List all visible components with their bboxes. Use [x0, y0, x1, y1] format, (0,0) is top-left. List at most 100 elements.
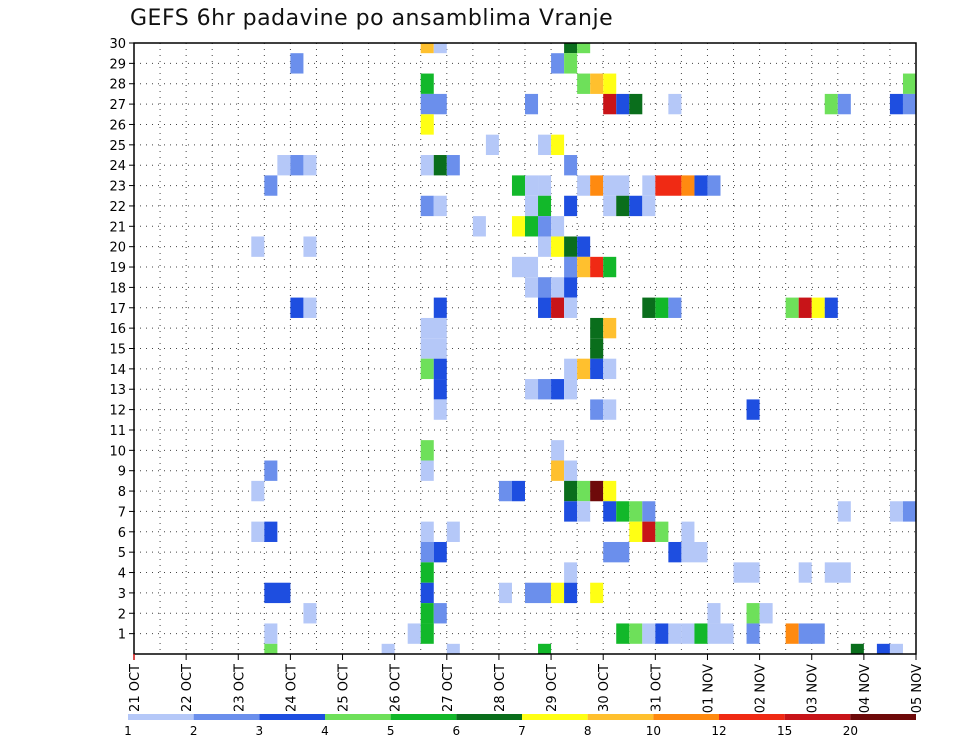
colorbar-swatch [522, 714, 588, 720]
precip-cell [629, 195, 643, 217]
precip-cell [551, 460, 565, 481]
y-tick-label: 20 [109, 241, 126, 256]
precip-cell [564, 53, 578, 74]
precip-cell [577, 480, 591, 502]
precip-cell [668, 541, 682, 563]
precip-cell [603, 175, 630, 196]
precip-cell [668, 93, 682, 115]
precip-cell [577, 73, 591, 94]
y-tick-label: 5 [118, 546, 126, 561]
precip-cell [420, 582, 434, 604]
precip-cell [603, 358, 617, 380]
y-tick-label: 11 [109, 424, 126, 439]
precip-cell [603, 480, 617, 502]
precip-cell [420, 317, 447, 339]
precip-cell [551, 236, 565, 257]
precip-cell [251, 480, 265, 502]
precip-cell [564, 460, 578, 481]
precip-cell [564, 155, 578, 176]
precip-cell [264, 175, 278, 196]
x-tick-label: 26 OCT [389, 664, 404, 712]
precip-cell [290, 53, 304, 74]
precip-cell [603, 195, 617, 217]
precip-cell [538, 134, 552, 156]
precip-cell [290, 155, 304, 176]
precip-cell [420, 93, 447, 115]
precip-cell [902, 73, 916, 94]
precip-cell [551, 440, 565, 461]
precip-cell [485, 134, 499, 156]
precip-cell [420, 562, 434, 583]
precip-cell [707, 175, 721, 196]
precip-cell [525, 93, 539, 115]
precip-cell [694, 175, 708, 196]
y-tick-label: 14 [109, 363, 126, 378]
precip-cell [590, 175, 604, 196]
y-tick-label: 3 [118, 587, 126, 602]
x-tick-label: 01 NOV [701, 664, 716, 713]
x-tick-label: 30 OCT [597, 664, 612, 712]
colorbar-label: 3 [256, 724, 264, 738]
precip-cell [629, 93, 643, 115]
precip-cell [564, 379, 578, 400]
y-tick-label: 21 [109, 220, 126, 235]
precip-cell [733, 562, 760, 583]
precip-cell [251, 236, 265, 257]
precip-cell [538, 643, 552, 654]
precip-cell [446, 521, 460, 542]
precip-cell [824, 297, 838, 318]
precip-cell [876, 643, 890, 654]
precip-cell [538, 297, 552, 318]
colorbar-label: 12 [711, 724, 726, 738]
colorbar-swatch [325, 714, 391, 720]
precip-cell [538, 216, 552, 237]
precip-cell [811, 297, 825, 318]
precip-cell [577, 358, 591, 380]
precip-cell [837, 501, 851, 522]
x-tick-label: 29 OCT [545, 664, 560, 712]
y-tick-label: 30 [109, 37, 126, 52]
precip-cell [629, 501, 643, 522]
precip-cell [420, 195, 434, 217]
precip-cell [433, 195, 447, 217]
precip-cell [420, 460, 434, 481]
precip-cell [251, 521, 265, 542]
precip-cell [603, 501, 617, 522]
precip-cell [433, 541, 447, 563]
precip-cell [564, 501, 578, 522]
precip-cell [889, 643, 903, 654]
precip-cell [694, 623, 708, 644]
precip-cell [590, 480, 604, 502]
precip-cell [720, 623, 734, 644]
y-tick-label: 18 [109, 281, 126, 296]
precip-cell [785, 297, 799, 318]
x-tick-label: 28 OCT [493, 664, 508, 712]
precip-cell [655, 521, 669, 542]
precip-cell [420, 603, 434, 624]
precip-cell [551, 277, 565, 298]
colorbar-label: 6 [453, 724, 461, 738]
precip-cell [538, 277, 552, 298]
precip-cell [420, 521, 434, 542]
precip-cell [538, 175, 552, 196]
precip-cell [525, 277, 539, 298]
colorbar-swatch [784, 714, 851, 720]
y-tick-label: 13 [109, 383, 126, 398]
precip-cell [590, 73, 604, 94]
precip-cell [264, 643, 278, 654]
precip-cell [564, 256, 578, 278]
precip-cell [642, 297, 656, 318]
precip-cell [603, 93, 617, 115]
precip-cell [603, 541, 630, 563]
precip-cell [525, 216, 539, 237]
precip-cell [420, 623, 434, 644]
y-tick-label: 1 [118, 628, 126, 643]
precip-cell [889, 93, 903, 115]
precip-cell [603, 399, 617, 420]
precip-cell [525, 379, 539, 400]
chart-title: GEFS 6hr padavine po ansamblima Vranje [130, 6, 614, 31]
colorbar-swatch [653, 714, 719, 720]
precip-cell [590, 338, 604, 359]
precip-cell [837, 93, 851, 115]
precip-cell [433, 379, 447, 400]
